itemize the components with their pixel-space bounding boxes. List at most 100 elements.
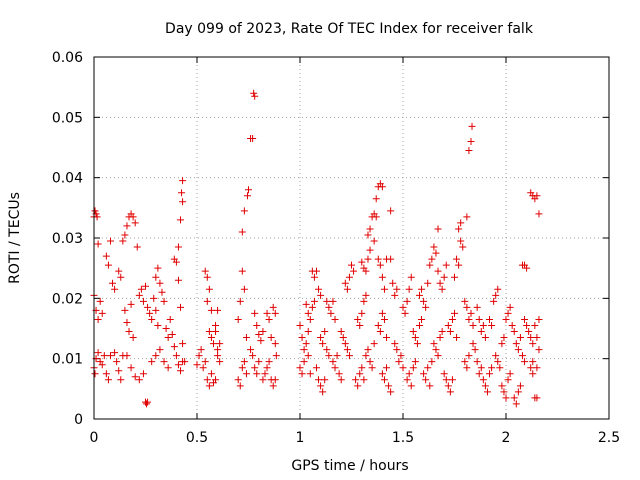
data-point-marker (179, 198, 187, 206)
data-point-marker (362, 291, 370, 299)
data-point-marker (197, 346, 205, 354)
data-point-marker (133, 243, 141, 251)
data-point-marker (475, 315, 483, 323)
data-point-marker (358, 364, 366, 372)
data-point-marker (488, 321, 496, 329)
data-point-marker (531, 321, 539, 329)
data-point-marker (319, 340, 327, 348)
data-point-marker (203, 297, 211, 305)
data-point-marker (446, 388, 454, 396)
data-point-marker (238, 267, 246, 275)
data-point-marker (160, 358, 168, 366)
data-point-marker (115, 367, 123, 375)
data-point-marker (179, 177, 187, 185)
data-point-marker (164, 364, 172, 372)
data-point-marker (315, 285, 323, 293)
data-point-marker (455, 225, 463, 233)
data-point-marker (407, 382, 415, 390)
data-point-marker (529, 358, 537, 366)
data-point-marker (498, 382, 506, 390)
data-point-marker (333, 352, 341, 360)
data-point-marker (234, 315, 242, 323)
data-point-marker (243, 192, 251, 200)
data-point-marker (514, 346, 522, 354)
data-point-marker (453, 334, 461, 342)
data-point-marker (201, 358, 209, 366)
data-point-marker (93, 213, 101, 221)
data-point-marker (94, 240, 102, 248)
data-point-marker (177, 303, 185, 311)
x-tick-label: 1.5 (392, 430, 414, 446)
data-point-marker (123, 352, 131, 360)
data-point-marker (94, 315, 102, 323)
data-point-marker (156, 279, 164, 287)
data-point-marker (486, 315, 494, 323)
data-point-marker (298, 334, 306, 342)
data-point-marker (170, 343, 178, 351)
data-point-marker (378, 273, 386, 281)
data-point-marker (393, 346, 401, 354)
data-point-marker (117, 376, 125, 384)
data-point-marker (376, 328, 384, 336)
data-point-marker (409, 364, 417, 372)
data-point-marker (448, 376, 456, 384)
data-point-marker (199, 364, 207, 372)
data-point-marker (236, 382, 244, 390)
data-point-marker (152, 273, 160, 281)
data-point-marker (164, 334, 172, 342)
data-point-marker (131, 219, 139, 227)
data-point-marker (473, 358, 481, 366)
data-point-marker (378, 370, 386, 378)
data-point-marker (387, 255, 395, 263)
data-point-marker (234, 376, 242, 384)
data-point-marker (426, 261, 434, 269)
data-point-marker (527, 364, 535, 372)
data-point-marker (174, 276, 182, 284)
data-point-marker (317, 382, 325, 390)
y-tick-label: 0.06 (52, 50, 83, 66)
data-point-marker (158, 288, 166, 296)
data-point-marker (420, 297, 428, 305)
data-point-marker (154, 321, 162, 329)
data-point-marker (172, 258, 180, 266)
axis-ticks (93, 56, 610, 420)
data-point-marker (370, 237, 378, 245)
x-tick-label: 2.5 (598, 430, 620, 446)
data-point-marker (265, 315, 273, 323)
data-point-marker (212, 328, 220, 336)
data-point-marker (109, 279, 117, 287)
y-axis-label: ROTI / TECUs (7, 192, 23, 284)
data-point-marker (514, 388, 522, 396)
data-point-marker (253, 370, 261, 378)
data-point-marker (356, 370, 364, 378)
data-point-marker (250, 89, 258, 97)
data-point-marker (154, 264, 162, 272)
data-point-marker (504, 309, 512, 317)
data-point-marker (488, 364, 496, 372)
data-point-marker (467, 309, 475, 317)
y-tick-label: 0.01 (52, 352, 83, 368)
data-point-marker (240, 285, 248, 293)
data-point-marker (354, 315, 362, 323)
data-point-marker (523, 264, 531, 272)
x-tick-labels: 0 0.5 1 1.5 2 2.5 (90, 430, 621, 446)
data-point-marker (253, 321, 261, 329)
data-point-marker (119, 237, 127, 245)
data-point-marker (467, 137, 475, 145)
data-point-marker (370, 340, 378, 348)
data-point-marker (212, 321, 220, 329)
data-point-marker (426, 382, 434, 390)
data-point-marker (424, 279, 432, 287)
data-point-marker (102, 252, 110, 260)
data-point-marker (527, 334, 535, 342)
data-point-marker (442, 261, 450, 269)
data-point-marker (91, 207, 99, 215)
data-point-marker (174, 361, 182, 369)
data-point-marker (214, 346, 222, 354)
data-point-marker (272, 352, 280, 360)
data-point-marker (296, 364, 304, 372)
data-point-marker (360, 376, 368, 384)
data-point-marker (397, 352, 405, 360)
data-point-marker (428, 255, 436, 263)
data-point-marker (463, 364, 471, 372)
